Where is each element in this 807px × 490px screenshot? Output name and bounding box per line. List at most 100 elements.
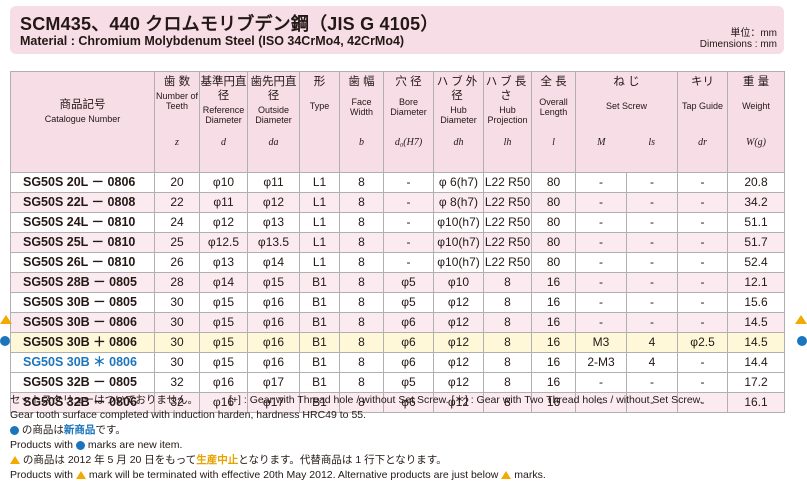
cell-l: 16 [531, 272, 576, 293]
note-text: の商品は [21, 424, 64, 436]
cell-m: - [575, 212, 627, 233]
cell-b: 8 [339, 292, 384, 313]
header-jp: 商品記号 [59, 99, 106, 111]
catalogue-number-cell: SG50S 22L － 0808 [10, 192, 155, 213]
header-symbol: b [359, 137, 364, 148]
new-item-marker-icon-left [0, 336, 10, 346]
cell-b: 8 [339, 332, 384, 353]
header-hub-projection: ハブ長さ Hub Projection lh [483, 71, 532, 173]
cell-m: - [575, 172, 627, 193]
cell-type: B1 [299, 332, 340, 353]
cell-b: 8 [339, 172, 384, 193]
table-row: SG50S 30B ＊ 0806 30 φ15 φ16 B1 8 φ6 φ12 8 16 2-M3 4… [10, 352, 786, 373]
cell-w: 15.6 [727, 292, 786, 313]
cell-dh: φ12 [433, 372, 484, 393]
table-row: SG50S 24L － 0810 24 φ12 φ13 L1 8- φ10(h7) L22 R… [10, 212, 786, 233]
cell-b: 8 [339, 392, 384, 413]
cell-d: φ14 [199, 272, 248, 293]
cell-w: 16.1 [727, 392, 786, 413]
cell-bore: φ6 [383, 352, 434, 373]
cell-dh: φ12 [433, 392, 484, 413]
note-discontinued-jp: の商品は 2012 年 5 月 20 日をもって生産中止となります。代替商品は … [10, 453, 703, 468]
cell-bore: φ5 [383, 372, 434, 393]
cell-l: 80 [531, 212, 576, 233]
new-item-marker-icon-right [797, 336, 807, 346]
header-symbol: z [175, 137, 179, 148]
new-item-dot-icon [10, 425, 19, 435]
cell-ls: - [625, 272, 679, 293]
cell-z: 32 [154, 372, 200, 393]
cell-ls: - [625, 192, 679, 213]
discontinued-marker-icon-right [795, 315, 807, 324]
cell-l: 16 [531, 292, 576, 313]
units-jp: 単位：mm [730, 28, 777, 39]
header-jp: 歯 数 [163, 76, 191, 88]
cell-d: φ15 [199, 332, 248, 353]
cell-ls: 4 [625, 352, 679, 373]
header-jp: 歯 幅 [348, 76, 375, 88]
header-symbol-m: M [597, 137, 606, 148]
catalogue-number-cell: SG50S 32B － 0805 [10, 372, 155, 393]
cell-dh: φ10(h7) [433, 252, 484, 273]
catalogue-number-cell: SG50S 30B ＋ 0806 [10, 332, 155, 353]
note-harden: Gear tooth surface completed with induct… [10, 409, 367, 421]
cell-dr: - [677, 292, 729, 313]
header-jp: ハブ外径 [436, 76, 481, 102]
cell-da: φ17 [247, 392, 300, 413]
cell-w: 14.4 [727, 352, 786, 373]
note-line-1: セットスクリューはついておりません。 [+] : Gear with Threa… [10, 393, 703, 408]
cell-type: B1 [299, 272, 340, 293]
cell-w: 51.7 [727, 232, 786, 253]
cell-m: - [575, 252, 627, 273]
note-text: の商品は 2012 年 5 月 20 日をもって [22, 454, 197, 466]
cell-z: 26 [154, 252, 200, 273]
discontinued-triangle-icon [75, 471, 86, 480]
cell-type: B1 [299, 352, 340, 373]
cell-l: 16 [531, 332, 576, 353]
cell-z: 28 [154, 272, 200, 293]
cell-dh: φ12 [433, 312, 484, 333]
cell-type: B1 [299, 392, 340, 413]
cell-ls: - [625, 212, 679, 233]
cell-bore: φ6 [383, 312, 434, 333]
cell-l: 16 [531, 392, 576, 413]
discontinued-triangle-icon [501, 471, 512, 480]
cell-l: 80 [531, 172, 576, 193]
cell-dr: - [677, 252, 729, 273]
table-row: SG50S 32B － 0805 32 φ16 φ17 B1 8 φ5 φ12 8 16- - -17… [10, 372, 786, 393]
cell-m: - [575, 192, 627, 213]
catalogue-number-cell: SG50S 20L － 0806 [10, 172, 155, 193]
cell-l: 16 [531, 372, 576, 393]
header-en: Weight [742, 101, 770, 111]
header-en: Hub Projection [487, 105, 528, 125]
cell-lh: 8 [483, 312, 532, 333]
cell-bore: φ6 [383, 332, 434, 353]
header-jp: 形 [313, 76, 326, 88]
cell-b: 8 [339, 212, 384, 233]
header-symbol: W(g) [746, 137, 767, 148]
cell-dh: φ 6(h7) [433, 172, 484, 193]
catalogue-number-cell: SG50S 30B ＊ 0806 [10, 352, 155, 373]
table-row: SG50S 20L － 0806 20 φ10 φ11 L1 8- φ 6(h7) L22 R… [10, 172, 786, 193]
table-row: SG50S 25L － 0810 25 φ12.5 φ13.5 L1 8- φ10(h7) L… [10, 232, 786, 253]
cell-ls: - [625, 292, 679, 313]
cell-m: - [575, 372, 627, 393]
cell-b: 8 [339, 192, 384, 213]
cell-d: φ15 [199, 352, 248, 373]
cell-w: 20.8 [727, 172, 786, 193]
cell-da: φ17 [247, 372, 300, 393]
page-title: SCM435、440 クロムモリブデン鋼（JIS G 4105） [20, 14, 439, 34]
header-hub-diameter: ハブ外径 Hub Diameter dh [433, 71, 484, 173]
cell-ls: - [625, 232, 679, 253]
cell-da: φ13 [247, 212, 300, 233]
cell-lh: L22 R50 [483, 212, 532, 233]
spec-table: 商品記号 Catalogue Number 歯 数 Number of Teet… [10, 71, 786, 413]
note-no-set-screw-jp: セットスクリューはついておりません。 [10, 394, 199, 406]
cell-ls: - [625, 372, 679, 393]
header-row: 商品記号 Catalogue Number 歯 数 Number of Teet… [10, 71, 786, 173]
discontinued-marker-icon-left [0, 315, 12, 324]
cell-dh: φ12 [433, 292, 484, 313]
cell-w: 34.2 [727, 192, 786, 213]
cell-lh: L22 R50 [483, 232, 532, 253]
header-en: Hub Diameter [440, 105, 477, 125]
